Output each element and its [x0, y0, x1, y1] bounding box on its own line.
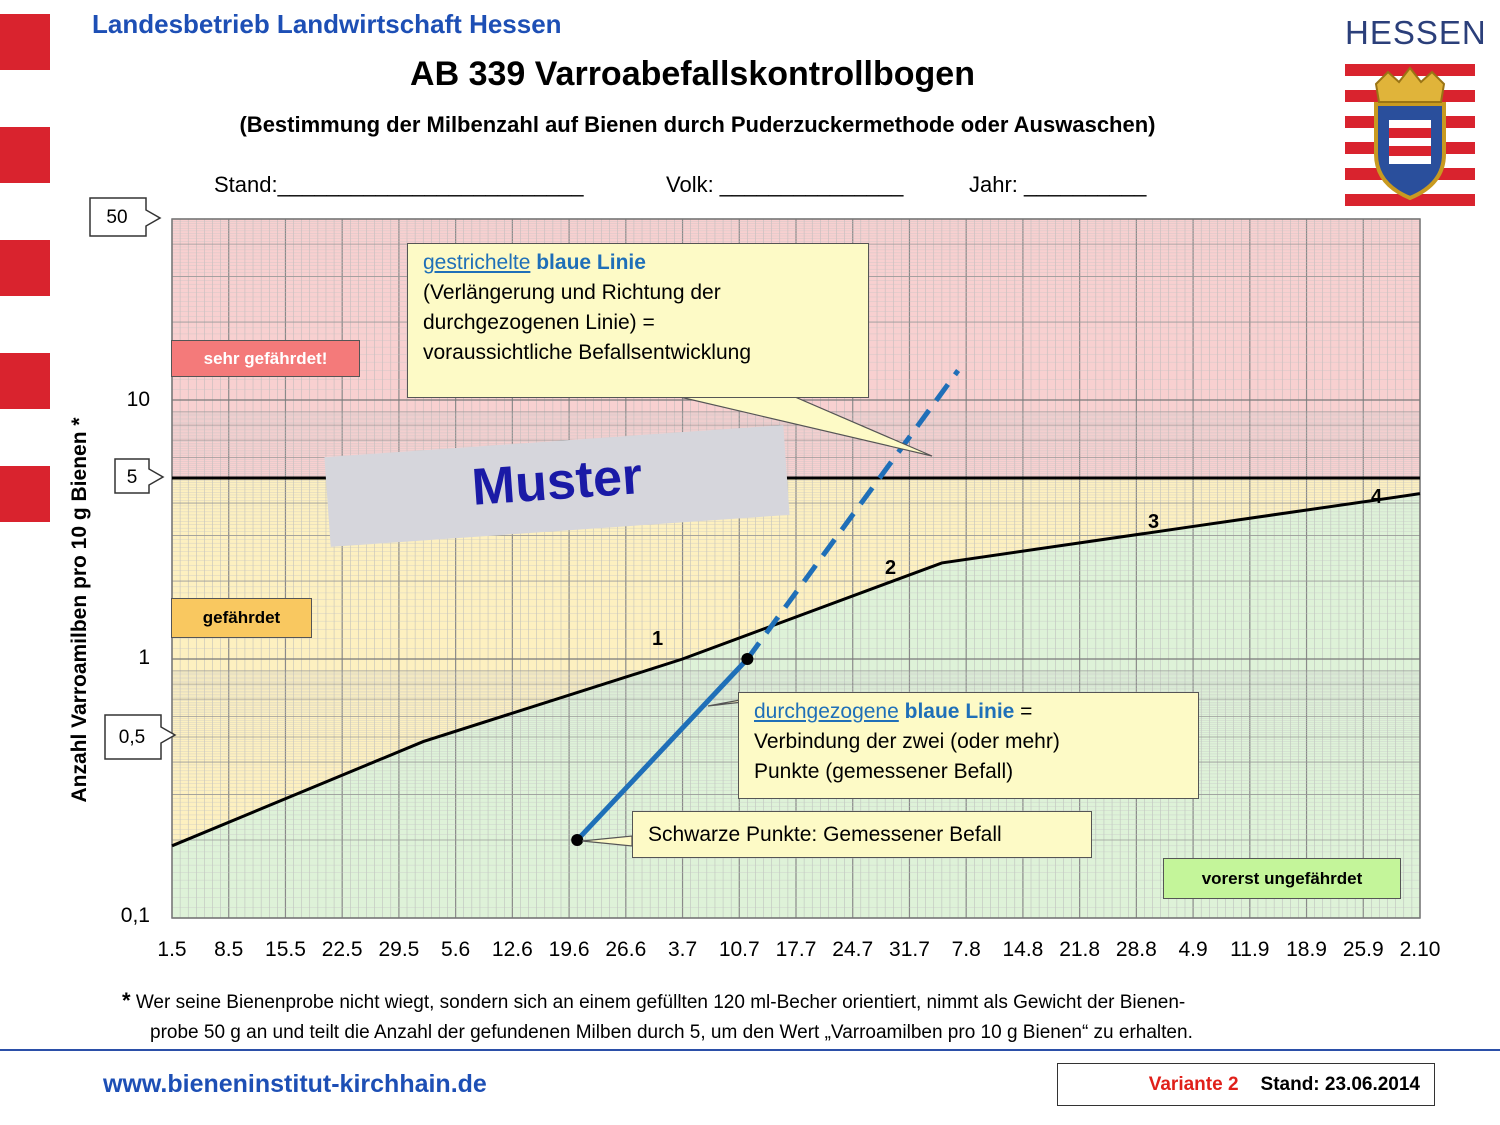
red-square-decoration: [0, 466, 50, 522]
measured-line: [575, 657, 750, 842]
footnote: * Wer seine Bienenprobe nicht wiegt, son…: [122, 986, 1193, 1048]
footnote-line1: Wer seine Bienenprobe nicht wiegt, sonde…: [135, 992, 1186, 1013]
zone-label-sehr-gefaehrdet: sehr gefährdet!: [171, 340, 360, 377]
x-tick-label: 21.8: [1059, 938, 1100, 961]
volk-field: Volk: _______________: [666, 172, 904, 197]
note-bold-blaue-linie: blaue Linie: [536, 251, 646, 274]
x-tick-label: 24.7: [832, 938, 873, 961]
red-square-decoration: [0, 127, 50, 183]
zone-gefaehrdet: [172, 477, 1420, 846]
note-link-gestrichelte: gestrichelte: [423, 251, 531, 274]
note-dashed-line: gestrichelte blaue Linie (Verlängerung u…: [407, 243, 869, 398]
y-callout-50: 50: [106, 207, 128, 228]
y-callout-0-5: 0,5: [118, 727, 146, 748]
x-tick-label: 28.8: [1116, 938, 1157, 961]
x-tick-label: 22.5: [322, 938, 363, 961]
note-line: (Verlängerung und Richtung der: [423, 281, 721, 304]
x-tick-label: 4.9: [1178, 938, 1207, 961]
plot-frame: [171, 218, 1421, 919]
x-tick-label: 2.10: [1400, 938, 1441, 961]
red-square-decoration: [0, 14, 50, 70]
zone-label-vorerst-ungefaehrdet: vorerst ungefährdet: [1163, 858, 1401, 899]
x-tick-label: 25.9: [1343, 938, 1384, 961]
y-tick-label: 10: [126, 388, 150, 411]
note-solid-line: durchgezogene blaue Linie = Verbindung d…: [738, 692, 1199, 799]
y-callout-5: 5: [126, 467, 138, 488]
website-link[interactable]: www.bieneninstitut-kirchhain.de: [103, 1070, 487, 1098]
projection-dashed-line: [745, 369, 961, 661]
x-tick-label: 19.6: [549, 938, 590, 961]
organization-name: Landesbetrieb Landwirtschaft Hessen: [92, 9, 562, 39]
x-tick-label: 1.5: [157, 938, 186, 961]
stand-field: Stand:_________________________: [214, 172, 584, 197]
x-tick-label: 29.5: [378, 938, 419, 961]
x-tick-label: 15.5: [265, 938, 306, 961]
callout-shape: [89, 197, 162, 237]
measured-point: [741, 653, 754, 666]
jahr-field: Jahr: __________: [969, 172, 1147, 197]
note-black-points: Schwarze Punkte: Gemessener Befall: [632, 811, 1092, 858]
x-tick-label: 8.5: [214, 938, 243, 961]
x-tick-label: 5.6: [441, 938, 470, 961]
x-tick-label: 26.6: [605, 938, 646, 961]
red-square-decoration: [0, 240, 50, 296]
measured-point: [571, 834, 584, 847]
x-tick-label: 17.7: [776, 938, 817, 961]
hessen-logo-text: HESSEN: [1345, 14, 1487, 51]
page-subtitle: (Bestimmung der Milbenzahl auf Bienen du…: [239, 112, 1156, 137]
note-line: Punkte (gemessener Befall): [754, 760, 1014, 783]
variant-label: Variante 2: [1148, 1074, 1239, 1095]
x-tick-label: 3.7: [668, 938, 697, 961]
y-tick-label: 0,1: [120, 904, 150, 927]
version-box: Variante 2 Stand: 23.06.2014: [1057, 1063, 1435, 1106]
footnote-star: *: [122, 988, 131, 1013]
x-tick-label: 14.8: [1002, 938, 1043, 961]
page-title: AB 339 Varroabefallskontrollbogen: [410, 55, 975, 93]
note-line: Verbindung der zwei (oder mehr): [754, 730, 1060, 753]
hessen-coat-of-arms-icon: [1345, 64, 1475, 206]
note-line: voraussichtliche Befallsentwicklung: [423, 341, 751, 364]
point-label-2: 2: [885, 557, 897, 579]
point-label-1: 1: [652, 628, 664, 650]
x-tick-label: 10.7: [719, 938, 760, 961]
footnote-line2: probe 50 g an und teilt die Anzahl der g…: [150, 1022, 1193, 1043]
point-label-3: 3: [1148, 511, 1160, 533]
stand-date: Stand: 23.06.2014: [1260, 1074, 1420, 1095]
note-equals: =: [1014, 700, 1033, 723]
boundary-line: [171, 492, 1421, 848]
point-label-4: 4: [1371, 486, 1383, 508]
x-tick-label: 7.8: [952, 938, 981, 961]
y-tick-label: 1: [138, 646, 150, 669]
x-tick-label: 12.6: [492, 938, 533, 961]
zone-label-gefaehrdet: gefährdet: [171, 598, 312, 638]
x-tick-label: 11.9: [1230, 938, 1269, 961]
red-square-decoration: [0, 353, 50, 409]
footer-divider: [0, 1049, 1500, 1051]
note-bold-blaue-linie: blaue Linie: [904, 700, 1015, 723]
x-tick-label: 18.9: [1286, 938, 1327, 961]
callout-shape: [104, 714, 177, 760]
note-line: durchgezogenen Linie) =: [423, 311, 655, 334]
callout-shape: [114, 458, 165, 494]
x-tick-label: 31.7: [889, 938, 930, 961]
note-link-durchgezogene: durchgezogene: [754, 700, 899, 723]
